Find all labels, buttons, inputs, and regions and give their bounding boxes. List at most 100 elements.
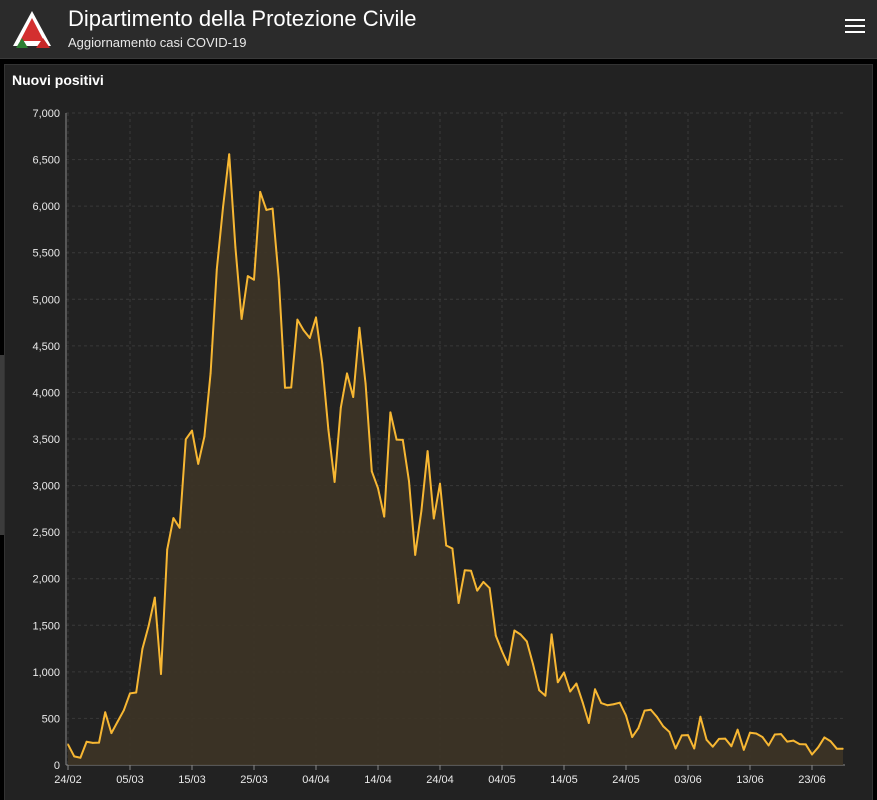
data-point — [451, 547, 454, 550]
y-tick-label: 2,000 — [32, 574, 60, 586]
data-point — [550, 633, 553, 636]
data-point — [798, 743, 801, 746]
data-point — [463, 569, 466, 572]
data-point — [786, 740, 789, 743]
data-point — [439, 482, 441, 485]
data-point — [184, 438, 187, 441]
data-point — [265, 208, 268, 211]
data-point — [532, 663, 534, 666]
data-point — [693, 747, 696, 750]
x-tick-label: 13/06 — [736, 774, 764, 786]
data-point — [581, 701, 584, 704]
data-point — [222, 206, 224, 209]
data-point — [817, 746, 820, 749]
data-point — [383, 515, 386, 518]
data-point — [104, 711, 107, 714]
y-tick-label: 1,500 — [32, 620, 60, 632]
data-point — [711, 745, 714, 748]
data-point — [414, 553, 417, 556]
data-point — [470, 569, 472, 572]
data-point — [315, 316, 317, 319]
data-point — [482, 580, 485, 583]
data-point — [680, 734, 683, 737]
data-point — [501, 650, 503, 653]
data-point — [395, 438, 398, 441]
data-point — [705, 738, 708, 741]
data-point — [426, 450, 429, 453]
x-tick-label: 15/03 — [178, 774, 206, 786]
data-point — [346, 372, 348, 375]
data-point — [277, 278, 280, 281]
data-point — [191, 429, 193, 432]
data-point — [203, 435, 206, 438]
data-point — [160, 673, 162, 675]
data-point — [67, 743, 69, 746]
data-point — [327, 428, 330, 431]
data-point — [370, 470, 373, 473]
data-point — [209, 372, 212, 375]
data-point — [730, 745, 733, 748]
data-point — [544, 694, 547, 697]
x-tick-label: 14/05 — [550, 774, 578, 786]
data-point — [507, 663, 510, 666]
data-point — [656, 715, 658, 718]
hamburger-menu-icon[interactable] — [845, 16, 865, 36]
scrollbar[interactable] — [0, 355, 4, 535]
x-tick-label: 04/04 — [302, 774, 330, 786]
protezione-civile-logo-icon[interactable] — [10, 8, 54, 52]
y-tick-label: 1,000 — [32, 667, 60, 679]
data-point — [377, 487, 379, 490]
x-tick-label: 24/04 — [426, 774, 454, 786]
data-point — [290, 386, 293, 389]
data-point — [408, 480, 410, 483]
y-tick-label: 5,500 — [32, 248, 60, 260]
data-point — [253, 278, 255, 281]
data-point — [228, 153, 231, 156]
y-tick-label: 0 — [54, 760, 60, 772]
data-point — [271, 207, 274, 210]
data-point — [122, 709, 125, 712]
data-point — [569, 690, 572, 693]
data-point — [811, 753, 813, 756]
data-point — [699, 715, 702, 718]
x-tick-label: 03/06 — [674, 774, 702, 786]
data-point — [606, 704, 609, 707]
data-point — [761, 735, 764, 738]
data-point — [804, 743, 807, 746]
data-point — [618, 701, 621, 704]
data-point — [668, 730, 671, 733]
y-tick-label: 6,000 — [32, 201, 60, 213]
data-point — [153, 596, 156, 599]
data-point — [321, 362, 324, 364]
data-point — [178, 526, 181, 529]
y-tick-label: 4,500 — [32, 341, 60, 353]
data-point — [835, 747, 838, 750]
y-tick-label: 5,000 — [32, 294, 60, 306]
data-point — [823, 736, 826, 739]
data-point — [166, 548, 169, 551]
series-area — [68, 154, 843, 765]
data-point — [718, 737, 720, 740]
app-title: Dipartimento della Protezione Civile — [68, 6, 417, 31]
data-point — [755, 732, 758, 735]
y-tick-label: 3,500 — [32, 434, 60, 446]
data-point — [147, 625, 150, 628]
x-tick-label: 05/03 — [116, 774, 144, 786]
data-point — [525, 640, 528, 643]
data-point — [432, 517, 435, 520]
data-point — [594, 688, 596, 691]
y-tick-label: 7,000 — [32, 108, 60, 120]
data-point — [637, 727, 640, 730]
data-point — [773, 733, 776, 736]
x-tick-label: 24/05 — [612, 774, 640, 786]
data-point — [284, 386, 286, 389]
data-point — [674, 747, 677, 750]
data-point — [724, 737, 727, 740]
x-tick-label: 14/04 — [364, 774, 392, 786]
app-header: Dipartimento della Protezione Civile Agg… — [0, 0, 877, 59]
data-point — [519, 633, 522, 636]
data-point — [587, 721, 590, 724]
data-point — [649, 708, 652, 711]
data-point — [749, 731, 751, 734]
